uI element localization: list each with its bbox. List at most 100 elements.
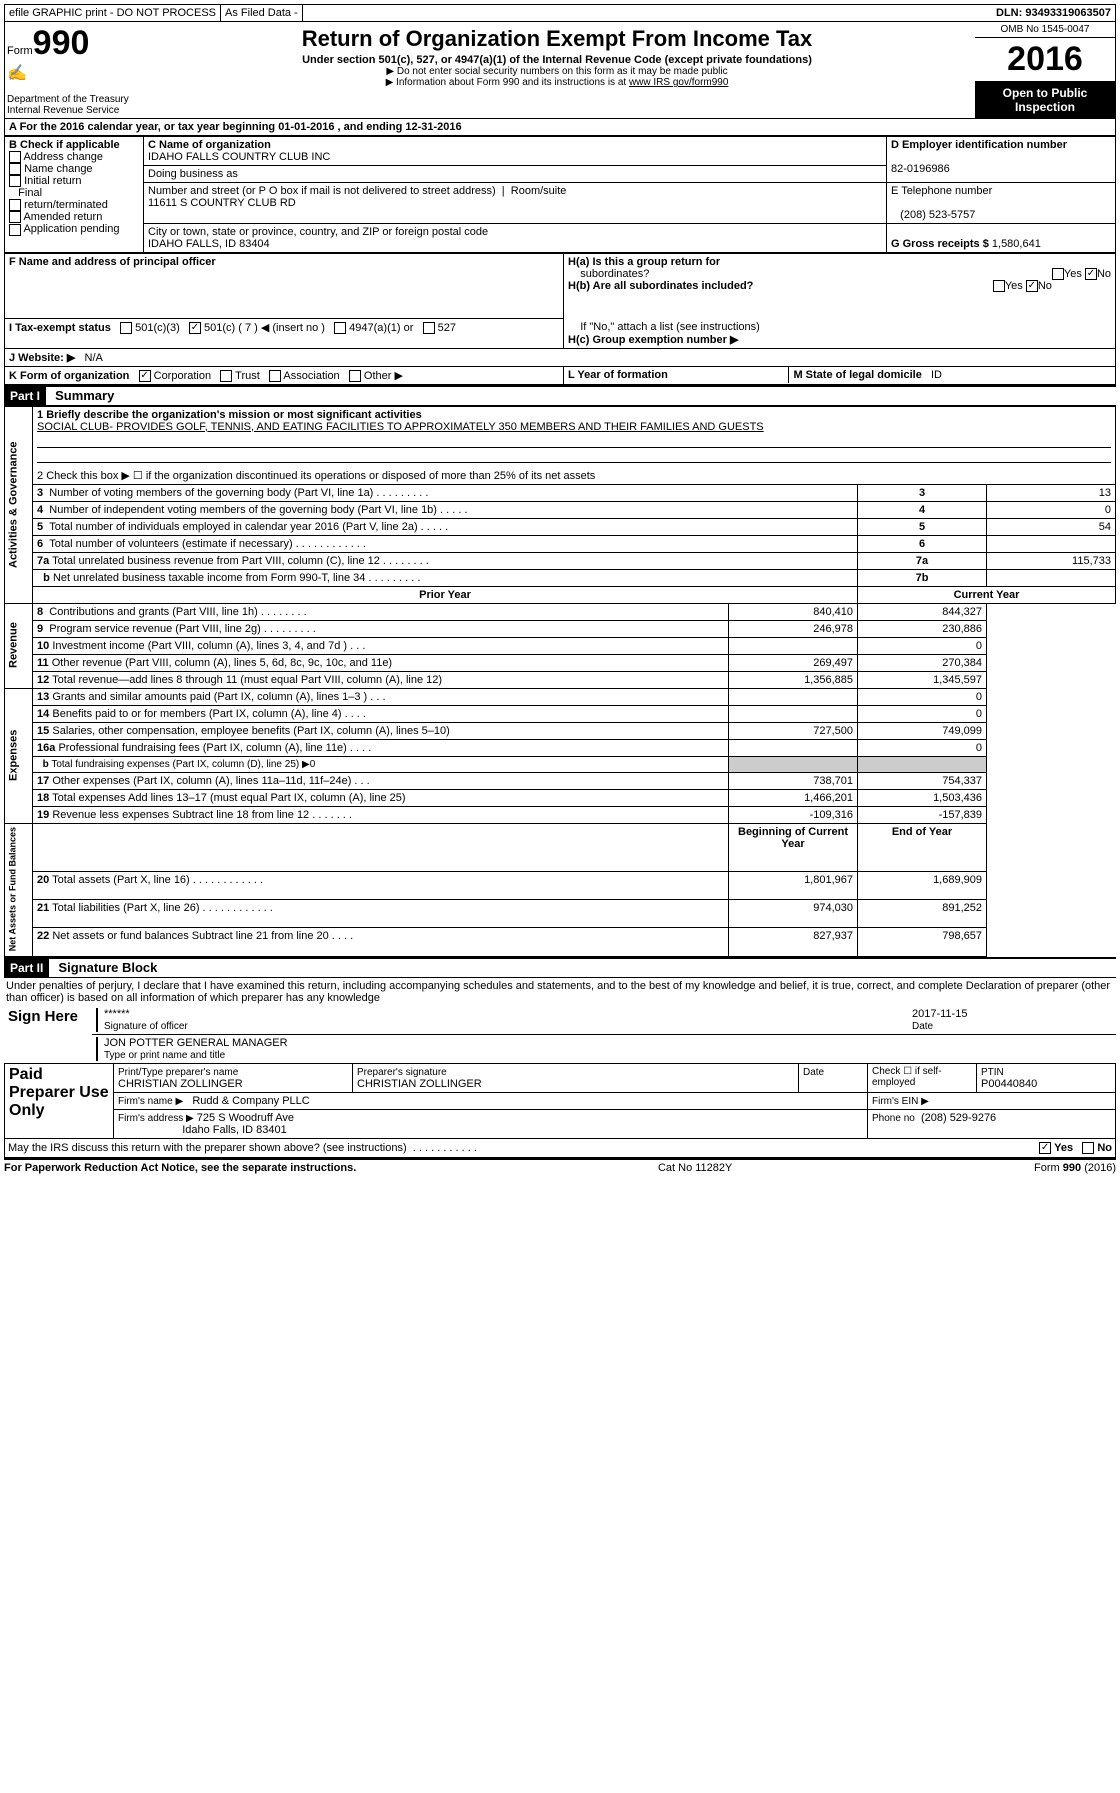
exp-row: b Total fundraising expenses (Part IX, c… xyxy=(5,756,1116,772)
boy-header: Beginning of Current Year xyxy=(729,823,858,871)
firm-address: 725 S Woodruff Ave xyxy=(197,1112,294,1124)
discuss-no-check[interactable] xyxy=(1082,1142,1094,1154)
ptin: P00440840 xyxy=(981,1078,1037,1090)
box-c: C Name of organization IDAHO FALLS COUNT… xyxy=(144,137,887,166)
sign-here-label: Sign Here xyxy=(4,1006,92,1063)
note-instructions: ▶ Information about Form 990 and its ins… xyxy=(141,77,973,88)
preparer-sig: CHRISTIAN ZOLLINGER xyxy=(357,1078,482,1090)
type-name-label: Type or print name and title xyxy=(104,1050,225,1061)
box-d: D Employer identification number 82-0196… xyxy=(887,137,1116,183)
box-dba: Doing business as xyxy=(144,166,887,183)
gov-row: 6 Total number of volunteers (estimate i… xyxy=(5,535,1116,552)
as-filed: As Filed Data - xyxy=(221,5,303,21)
gov-row: 4 Number of independent voting members o… xyxy=(5,501,1116,518)
firm-ein-label: Firm's EIN ▶ xyxy=(872,1096,929,1107)
city-state-zip: IDAHO FALLS, ID 83404 xyxy=(148,238,270,250)
box-g: G Gross receipts $ 1,580,641 xyxy=(887,224,1116,253)
discuss-yes-check[interactable]: ✓ xyxy=(1039,1142,1051,1154)
page-footer: For Paperwork Reduction Act Notice, see … xyxy=(4,1158,1116,1174)
firm-phone: (208) 529-9276 xyxy=(921,1112,996,1124)
info-boxes-2: F Name and address of principal officer … xyxy=(4,253,1116,385)
info-boxes: B Check if applicable Address change Nam… xyxy=(4,136,1116,253)
org-name: IDAHO FALLS COUNTRY CLUB INC xyxy=(148,151,330,163)
dept-treasury: Department of the Treasury xyxy=(7,94,129,105)
part2-header: Part II Signature Block xyxy=(4,957,1116,978)
exp-row: 19 Revenue less expenses Subtract line 1… xyxy=(5,806,1116,823)
website: N/A xyxy=(85,352,103,364)
rev-row: 12 Total revenue—add lines 8 through 11 … xyxy=(5,671,1116,688)
line-2: 2 Check this box ▶ ☐ if the organization… xyxy=(33,467,1116,485)
phone: (208) 523-5757 xyxy=(900,209,975,221)
form-ref: Form 990 (2016) xyxy=(1034,1162,1116,1174)
exp-row: 16a Professional fundraising fees (Part … xyxy=(5,739,1116,756)
street-address: 11611 S COUNTRY CLUB RD xyxy=(148,197,296,209)
exp-row: 15 Salaries, other compensation, employe… xyxy=(5,722,1116,739)
gross-receipts: 1,580,641 xyxy=(992,238,1041,250)
discuss-preparer: May the IRS discuss this return with the… xyxy=(4,1139,1116,1158)
self-employed-check: Check ☐ if self-employed xyxy=(868,1063,977,1092)
gov-row: 7a Total unrelated business revenue from… xyxy=(5,552,1116,569)
header-left: Form990 ✍ Department of the Treasury Int… xyxy=(4,22,139,119)
box-lm: L Year of formation M State of legal dom… xyxy=(564,366,1116,384)
irs-link[interactable]: www IRS gov/form990 xyxy=(629,77,728,88)
box-h-cont: If "No," attach a list (see instructions… xyxy=(564,319,1116,349)
paid-preparer-block: Paid Preparer Use Only Print/Type prepar… xyxy=(4,1063,1116,1139)
note-ssn: ▶ Do not enter social security numbers o… xyxy=(141,66,973,77)
exp-row: 17 Other expenses (Part IX, column (A), … xyxy=(5,772,1116,789)
form-title: Return of Organization Exempt From Incom… xyxy=(141,26,973,52)
paperwork-notice: For Paperwork Reduction Act Notice, see … xyxy=(4,1162,356,1174)
form-header: Form990 ✍ Department of the Treasury Int… xyxy=(4,22,1116,119)
box-city: City or town, state or province, country… xyxy=(144,224,887,253)
line-a: A For the 2016 calendar year, or tax yea… xyxy=(4,119,1116,136)
paid-preparer-label: Paid Preparer Use Only xyxy=(5,1063,114,1138)
domicile-state: ID xyxy=(931,369,942,381)
rev-row: 10 Investment income (Part VIII, column … xyxy=(5,637,1116,654)
preparer-name: CHRISTIAN ZOLLINGER xyxy=(118,1078,243,1090)
dln: DLN: 93493319063507 xyxy=(992,5,1115,21)
ein: 82-0196986 xyxy=(891,163,950,175)
net-row: 20 Total assets (Part X, line 16) . . . … xyxy=(5,871,1116,899)
prior-year-header: Prior Year xyxy=(33,586,858,603)
top-bar: efile GRAPHIC print - DO NOT PROCESS As … xyxy=(4,4,1116,22)
line-1: 1 Briefly describe the organization's mi… xyxy=(33,406,1116,467)
irs-label: Internal Revenue Service xyxy=(7,105,119,116)
header-title: Return of Organization Exempt From Incom… xyxy=(139,22,975,119)
rev-row: 11 Other revenue (Part VIII, column (A),… xyxy=(5,654,1116,671)
header-right: OMB No 1545-0047 2016 Open to PublicInsp… xyxy=(975,22,1116,119)
box-b: B Check if applicable Address change Nam… xyxy=(5,137,144,253)
mission-text: SOCIAL CLUB- PROVIDES GOLF, TENNIS, AND … xyxy=(37,421,764,433)
eoy-header: End of Year xyxy=(858,823,987,871)
net-row: 21 Total liabilities (Part X, line 26) .… xyxy=(5,900,1116,928)
form-subtitle: Under section 501(c), 527, or 4947(a)(1)… xyxy=(141,54,973,66)
current-year-header: Current Year xyxy=(858,586,1116,603)
section-governance: Activities & Governance xyxy=(5,406,33,603)
part1-header: Part I Summary xyxy=(4,385,1116,406)
open-to-public: Open to PublicInspection xyxy=(975,82,1115,118)
rev-row: 9 Program service revenue (Part VIII, li… xyxy=(5,620,1116,637)
box-h: H(a) Is this a group return for subordin… xyxy=(564,254,1116,319)
box-addr: Number and street (or P O box if mail is… xyxy=(144,183,887,224)
box-f: F Name and address of principal officer xyxy=(5,254,564,319)
gov-row: 5 Total number of individuals employed i… xyxy=(5,518,1116,535)
perjury-statement: Under penalties of perjury, I declare th… xyxy=(4,978,1116,1006)
cat-number: Cat No 11282Y xyxy=(658,1162,732,1174)
net-row: 22 Net assets or fund balances Subtract … xyxy=(5,928,1116,956)
sig-of-officer-label: Signature of officer xyxy=(104,1021,188,1032)
signature-date: 2017-11-15 xyxy=(912,1008,967,1020)
omb-number: OMB No 1545-0047 xyxy=(975,22,1115,38)
date-label: Date xyxy=(912,1021,933,1032)
efile-notice: efile GRAPHIC print - DO NOT PROCESS xyxy=(5,5,221,21)
box-i: I Tax-exempt status 501(c)(3) ✓ 501(c) (… xyxy=(5,319,564,349)
section-expenses: Expenses xyxy=(5,688,33,823)
exp-row: 14 Benefits paid to or for members (Part… xyxy=(5,705,1116,722)
exp-row: 18 Total expenses Add lines 13–17 (must … xyxy=(5,789,1116,806)
tax-year: 2016 xyxy=(975,38,1115,82)
box-k: K Form of organization ✓ Corporation Tru… xyxy=(5,366,564,384)
signature-block: Sign Here ****** Signature of officer 20… xyxy=(4,1006,1116,1063)
box-j: J Website: ▶ N/A xyxy=(5,348,1116,366)
box-e: E Telephone number (208) 523-5757 xyxy=(887,183,1116,224)
firm-name: Rudd & Company PLLC xyxy=(192,1095,309,1107)
part1-summary: Activities & Governance 1 Briefly descri… xyxy=(4,406,1116,957)
firm-city: Idaho Falls, ID 83401 xyxy=(182,1124,287,1136)
officer-name: JON POTTER GENERAL MANAGER xyxy=(104,1037,288,1049)
